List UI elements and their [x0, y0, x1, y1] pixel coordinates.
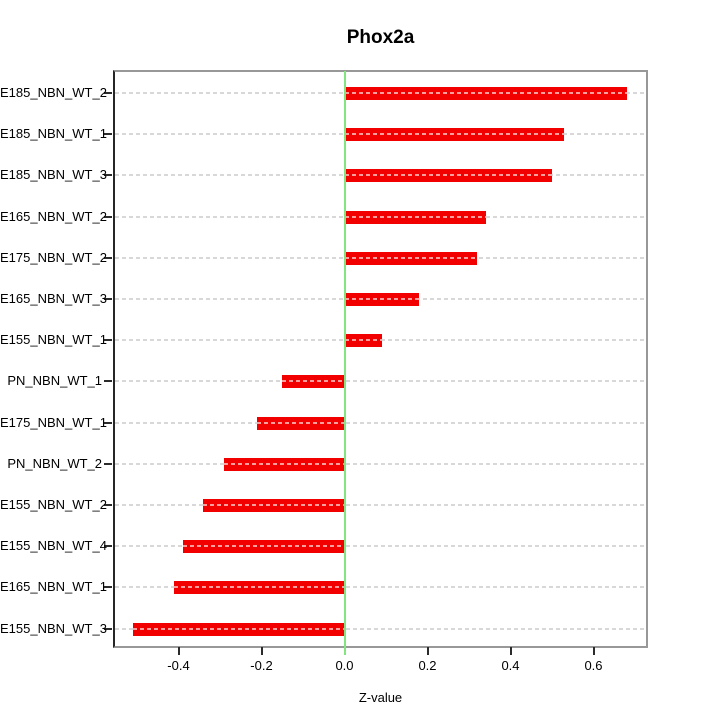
y-axis-tick	[104, 133, 112, 136]
bar-dash-pattern	[282, 380, 345, 383]
chart-title: Phox2a	[346, 27, 415, 48]
bar	[344, 251, 478, 265]
bar-dash-pattern	[344, 215, 486, 218]
x-axis-tick-label: 0.6	[584, 658, 603, 673]
x-axis-tick-label: 0.4	[501, 658, 520, 673]
y-axis-label: E175_NBN_WT_2	[0, 249, 107, 265]
bar	[344, 293, 420, 306]
row-gridline	[115, 380, 646, 383]
x-axis-title: Z-value	[358, 690, 403, 705]
bar	[344, 128, 565, 142]
bar	[344, 334, 382, 348]
x-axis-tick	[426, 647, 429, 655]
y-axis-label: PN_NBN_WT_1	[7, 373, 102, 389]
x-axis-tick-label: 0.0	[335, 658, 354, 673]
bar-dash-pattern	[182, 545, 345, 548]
y-axis-label: E155_NBN_WT_1	[0, 332, 107, 348]
bar	[257, 416, 345, 430]
x-axis-tick-label: -0.2	[250, 658, 273, 673]
bar-dash-pattern	[174, 586, 345, 589]
y-axis-tick	[104, 462, 112, 465]
bar-dash-pattern	[344, 92, 627, 94]
bar	[174, 581, 345, 595]
bar	[344, 87, 627, 100]
y-axis-label: E185_NBN_WT_1	[0, 126, 107, 142]
y-axis-tick	[104, 298, 112, 300]
y-axis-label: E155_NBN_WT_4	[0, 538, 107, 554]
y-axis-label: E165_NBN_WT_2	[0, 208, 107, 224]
y-axis-label: E155_NBN_WT_2	[0, 497, 107, 512]
y-axis-label: E175_NBN_WT_1	[0, 414, 107, 430]
bar-dash-pattern	[257, 421, 345, 424]
bar-dash-pattern	[344, 339, 382, 342]
bar	[282, 375, 345, 389]
bar-dash-pattern	[344, 298, 420, 300]
x-axis-tick-label: 0.2	[418, 658, 437, 673]
bar	[132, 622, 345, 636]
zero-reference-line	[343, 71, 346, 655]
x-axis-tick-label: -0.4	[167, 658, 190, 673]
bar-dash-pattern	[344, 133, 565, 136]
bar	[344, 169, 552, 183]
x-axis-tick	[509, 647, 512, 655]
row-gridline	[115, 421, 646, 424]
row-gridline	[115, 586, 646, 589]
y-axis-tick	[104, 504, 112, 506]
y-axis-tick	[104, 627, 112, 630]
y-axis-label: PN_NBN_WT_2	[7, 455, 102, 471]
y-axis-label: E155_NBN_WT_3	[0, 620, 107, 636]
y-axis-label: E165_NBN_WT_3	[0, 291, 107, 306]
y-axis-tick	[104, 586, 112, 589]
x-axis-tick	[592, 647, 595, 655]
row-gridline	[115, 462, 646, 465]
y-axis-tick	[104, 174, 112, 177]
row-gridline	[115, 627, 646, 630]
y-axis-tick	[104, 421, 112, 424]
bar-dash-pattern	[203, 504, 345, 506]
y-axis-tick	[104, 339, 112, 342]
y-axis-tick	[104, 215, 112, 218]
bar-dash-pattern	[224, 462, 345, 465]
x-axis-tick	[260, 647, 263, 655]
x-axis-tick	[177, 647, 180, 655]
row-gridline	[115, 545, 646, 548]
y-axis-tick	[104, 256, 112, 259]
y-axis-tick	[104, 545, 112, 548]
y-axis-label: E185_NBN_WT_2	[0, 85, 107, 100]
bar-dash-pattern	[344, 174, 552, 177]
bar	[344, 210, 486, 224]
y-axis-tick	[104, 92, 112, 94]
row-gridline	[115, 504, 646, 506]
y-axis-label: E185_NBN_WT_3	[0, 167, 107, 183]
bar	[203, 499, 345, 512]
plot-area	[113, 70, 648, 648]
bar	[224, 457, 345, 471]
y-axis-label: E165_NBN_WT_1	[0, 579, 107, 595]
bar	[182, 540, 345, 554]
y-axis-tick	[104, 380, 112, 383]
bar-dash-pattern	[132, 627, 345, 630]
bar-dash-pattern	[344, 256, 478, 259]
